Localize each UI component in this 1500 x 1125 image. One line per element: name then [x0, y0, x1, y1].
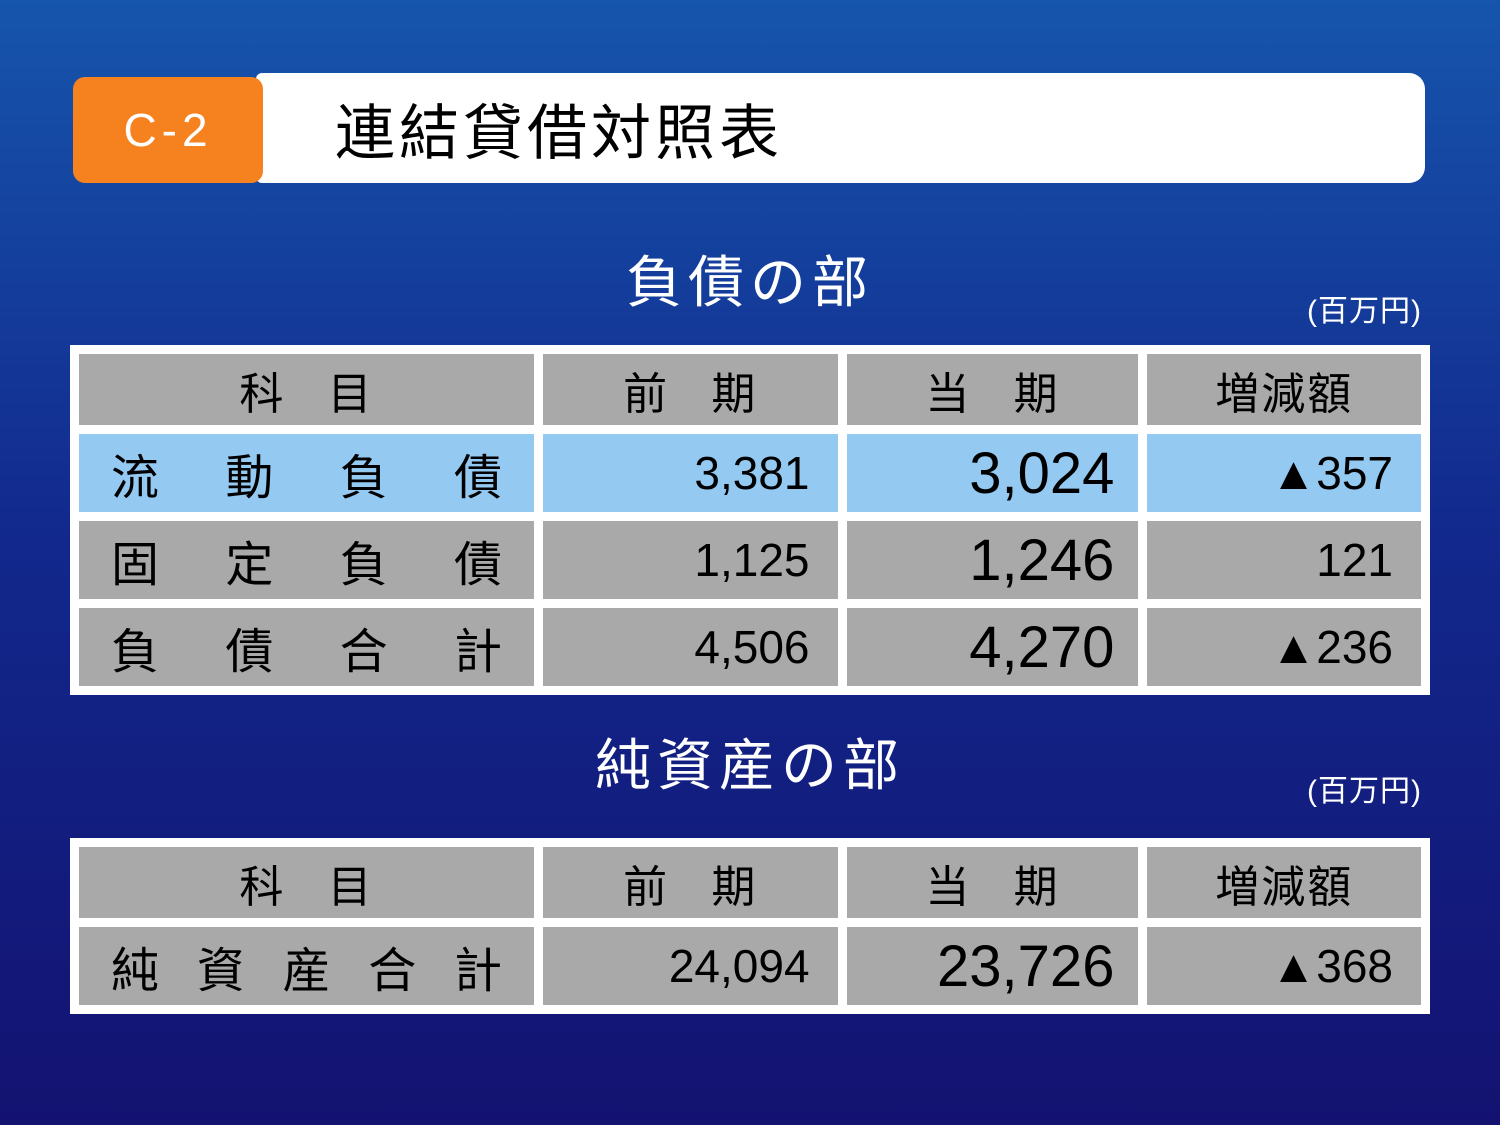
- current-value: 23,726: [846, 927, 1139, 1005]
- account-label: 流動負債: [111, 452, 502, 505]
- liabilities-unit-label: (百万円): [1307, 295, 1422, 328]
- title-bar-background: [256, 73, 1425, 183]
- prev-value: 1,125: [542, 521, 838, 599]
- liabilities-header-row: 科 目 前 期 当 期 増減額: [79, 354, 1421, 425]
- slide-title: 連結貸借対照表: [335, 99, 783, 167]
- header-account: 科 目: [79, 847, 534, 918]
- liabilities-section-heading: 負債の部: [626, 251, 874, 314]
- prev-value: 3,381: [542, 434, 838, 512]
- current-value: 1,246: [846, 521, 1139, 599]
- slide-number-badge: C-2: [73, 77, 263, 183]
- net-assets-unit-label: (百万円): [1307, 775, 1422, 808]
- net-assets-section-heading: 純資産の部: [595, 734, 905, 797]
- header-prev-period: 前 期: [542, 354, 838, 425]
- header-prev-period: 前 期: [542, 847, 838, 918]
- prev-value: 4,506: [542, 608, 838, 686]
- current-value: 3,024: [846, 434, 1139, 512]
- account-label: 負債合計: [111, 626, 502, 679]
- liabilities-table: 科 目 前 期 当 期 増減額 流動負債 3,381 3,024 ▲357 固定…: [70, 345, 1430, 695]
- header-current-period: 当 期: [846, 354, 1139, 425]
- header-current-period: 当 期: [846, 847, 1139, 918]
- header-change: 増減額: [1147, 847, 1421, 918]
- change-value: ▲368: [1147, 927, 1421, 1005]
- change-value: 121: [1147, 521, 1421, 599]
- table-row-fixed-liabilities: 固定負債 1,125 1,246 121: [79, 521, 1421, 599]
- header-account: 科 目: [79, 354, 534, 425]
- change-value: ▲357: [1147, 434, 1421, 512]
- current-value: 4,270: [846, 608, 1139, 686]
- account-label: 固定負債: [111, 539, 502, 592]
- prev-value: 24,094: [542, 927, 838, 1005]
- net-assets-table: 科 目 前 期 当 期 増減額 純資産合計 24,094 23,726 ▲368: [70, 838, 1430, 1014]
- title-bar: C-2 連結貸借対照表: [73, 73, 1425, 183]
- table-row-current-liabilities: 流動負債 3,381 3,024 ▲357: [79, 434, 1421, 512]
- account-label: 純資産合計: [111, 945, 502, 998]
- header-change: 増減額: [1147, 354, 1421, 425]
- table-row-total-net-assets: 純資産合計 24,094 23,726 ▲368: [79, 927, 1421, 1005]
- change-value: ▲236: [1147, 608, 1421, 686]
- net-assets-header-row: 科 目 前 期 当 期 増減額: [79, 847, 1421, 918]
- table-row-total-liabilities: 負債合計 4,506 4,270 ▲236: [79, 608, 1421, 686]
